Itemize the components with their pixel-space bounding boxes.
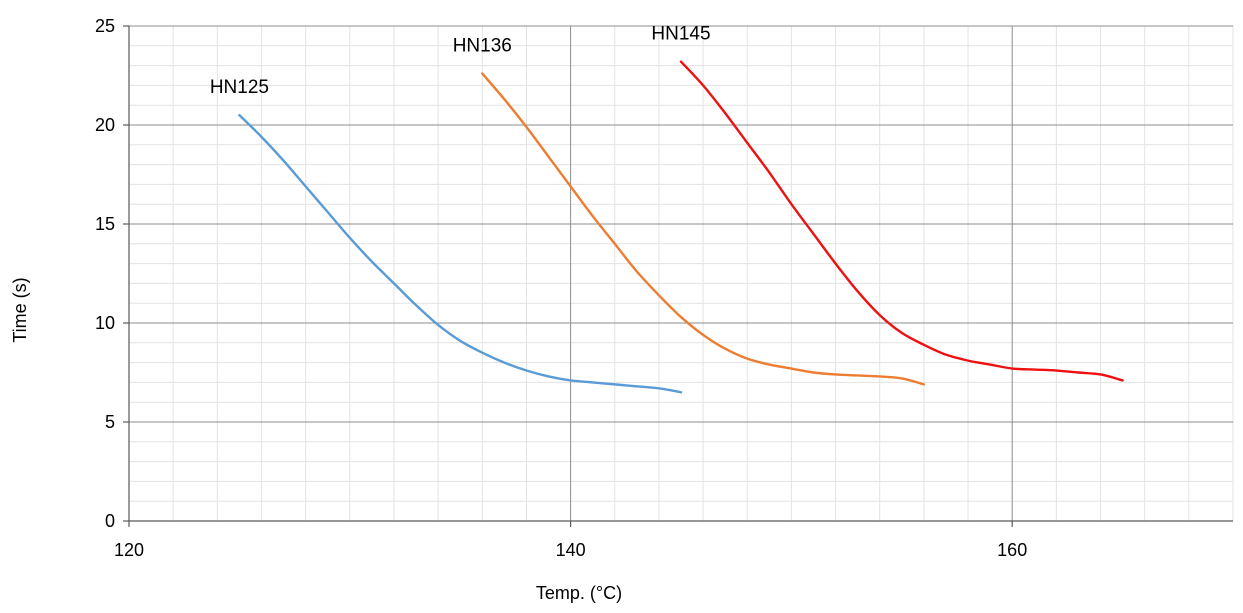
x-tick-label: 160 — [997, 540, 1027, 560]
tick-labels: 120 140 160 0 5 10 15 20 25 — [95, 16, 1027, 560]
y-axis-title: Time (s) — [10, 277, 30, 342]
series-line-hn125 — [238, 113, 683, 394]
axes — [123, 25, 1233, 527]
series-labels: HN125 HN136 HN145 — [210, 24, 711, 98]
major-grid — [129, 25, 1233, 521]
x-axis-title: Temp. (°C) — [536, 583, 622, 603]
series-label-hn136: HN136 — [453, 36, 512, 57]
series-lines — [238, 60, 1124, 394]
y-tick-label: 10 — [95, 313, 115, 333]
minor-grid — [129, 26, 1234, 521]
series-line-hn145 — [679, 60, 1124, 382]
x-tick-label: 140 — [556, 540, 586, 560]
series-label-hn125: HN125 — [210, 77, 269, 98]
series-label-hn145: HN145 — [651, 24, 710, 45]
y-tick-label: 25 — [95, 16, 115, 36]
x-tick-label: 120 — [114, 540, 144, 560]
series-line-hn136 — [481, 72, 926, 386]
y-tick-label: 15 — [95, 214, 115, 234]
y-tick-label: 5 — [105, 412, 115, 432]
y-tick-label: 20 — [95, 115, 115, 135]
y-tick-label: 0 — [105, 511, 115, 531]
